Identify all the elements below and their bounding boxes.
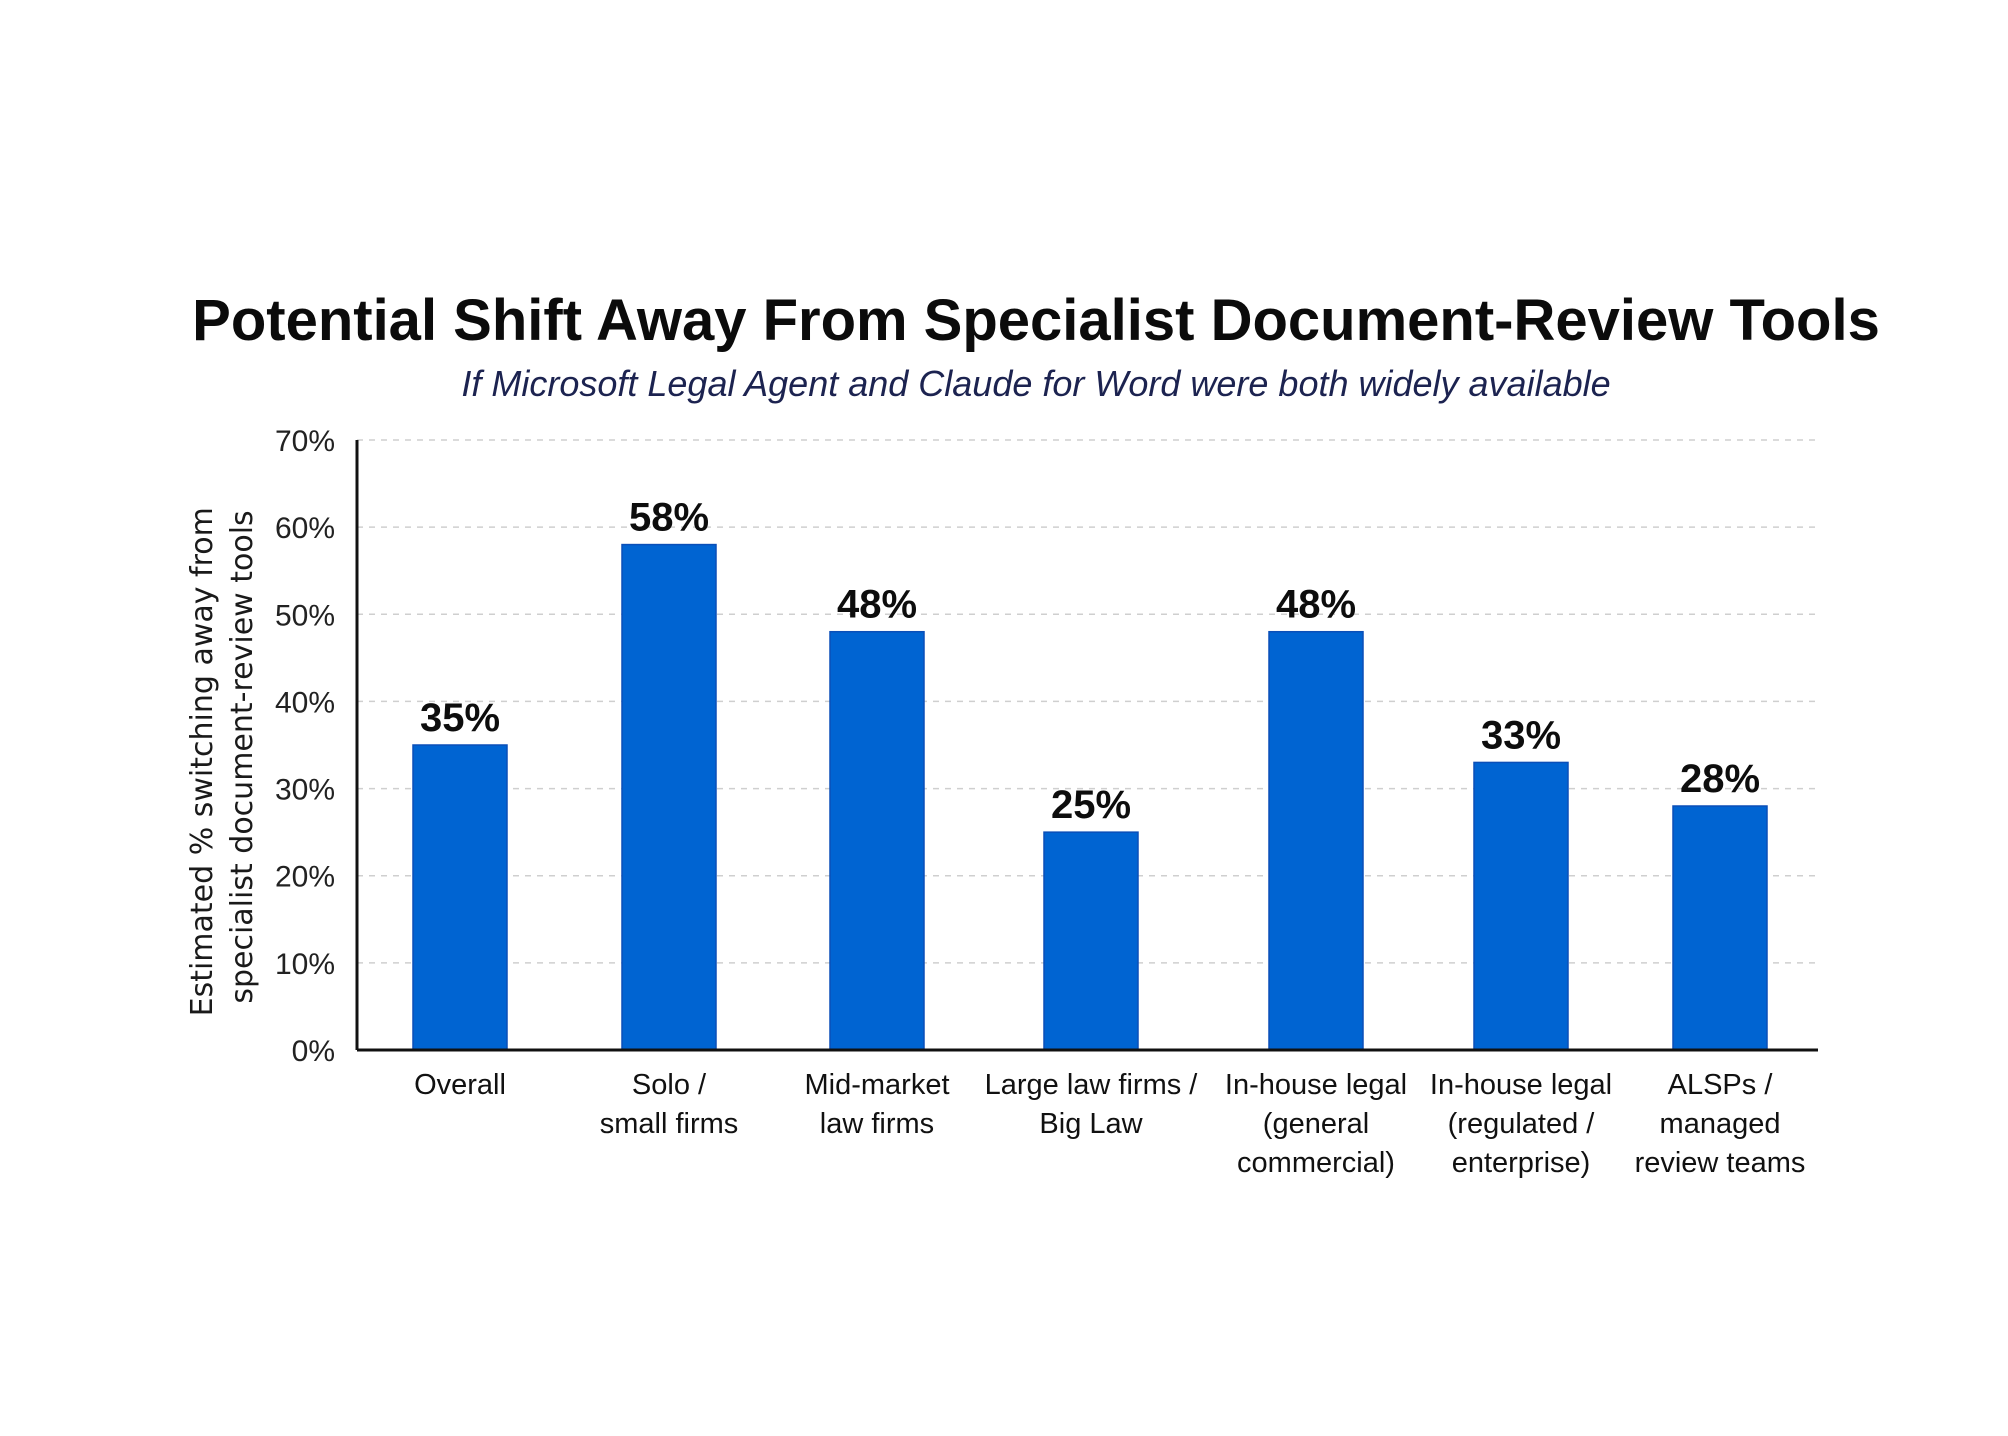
x-tick-label-line: small firms bbox=[600, 1108, 739, 1140]
x-tick-label: In-house legal (regulated / enterprise) bbox=[1430, 1069, 1612, 1179]
y-tick-label: 40% bbox=[275, 686, 335, 719]
x-tick-label-line: Solo / bbox=[632, 1069, 707, 1101]
x-tick-label: Overall bbox=[414, 1069, 506, 1101]
value-label: 48% bbox=[1276, 583, 1356, 627]
x-axis-ticks: Overall Solo / small firms Mid-market law fi… bbox=[414, 1069, 1805, 1179]
bars bbox=[412, 543, 1768, 1051]
y-tick-label: 20% bbox=[275, 861, 335, 894]
x-tick-label-line: ALSPs / bbox=[1668, 1069, 1774, 1101]
value-label: 25% bbox=[1051, 783, 1131, 827]
y-tick-label: 0% bbox=[292, 1035, 335, 1068]
svg-text:Estimated % switching away fro: Estimated % switching away from speciali… bbox=[185, 498, 260, 1017]
x-tick-label-line: law firms bbox=[820, 1108, 934, 1140]
x-tick-label-line: Large law firms / bbox=[985, 1069, 1199, 1101]
x-tick-label: Large law firms / Big Law bbox=[985, 1069, 1199, 1140]
value-label: 58% bbox=[629, 496, 709, 540]
x-tick-label: Mid-market law firms bbox=[804, 1069, 949, 1140]
value-label: 33% bbox=[1481, 713, 1561, 757]
x-tick-label-line: Big Law bbox=[1039, 1108, 1143, 1140]
x-tick-label-line: (regulated / bbox=[1448, 1108, 1596, 1140]
y-tick-label: 50% bbox=[275, 599, 335, 632]
bar bbox=[621, 543, 717, 1051]
y-axis-ticks: 0% 10% 20% 30% 40% 50% 60% 70% bbox=[275, 425, 335, 1068]
x-tick-label-line: (general bbox=[1263, 1108, 1369, 1140]
chart-title: Potential Shift Away From Specialist Doc… bbox=[192, 288, 1880, 353]
x-tick-label-line: enterprise) bbox=[1452, 1147, 1591, 1179]
x-tick-label: In-house legal (general commercial) bbox=[1225, 1069, 1407, 1179]
y-axis-label-line: specialist document-review tools bbox=[225, 510, 260, 1003]
bar bbox=[1268, 630, 1364, 1051]
bar bbox=[1473, 761, 1569, 1051]
x-tick-label-line: Overall bbox=[414, 1069, 506, 1101]
y-axis-label: Estimated % switching away from speciali… bbox=[185, 498, 260, 1017]
value-labels: 35% 58% 48% 25% 48% 33% 28% bbox=[420, 496, 1760, 828]
x-tick-label-line: review teams bbox=[1635, 1147, 1806, 1179]
y-tick-label: 30% bbox=[275, 774, 335, 807]
x-tick-label-line: commercial) bbox=[1237, 1147, 1395, 1179]
x-tick-label-line: In-house legal bbox=[1430, 1069, 1612, 1101]
y-tick-label: 10% bbox=[275, 948, 335, 981]
y-tick-label: 60% bbox=[275, 512, 335, 545]
bar bbox=[829, 630, 925, 1051]
bar bbox=[1672, 805, 1768, 1051]
x-tick-label: Solo / small firms bbox=[600, 1069, 739, 1140]
bar bbox=[1043, 831, 1139, 1051]
y-tick-label: 70% bbox=[275, 425, 335, 458]
x-tick-label-line: Mid-market bbox=[804, 1069, 949, 1101]
chart-subtitle: If Microsoft Legal Agent and Claude for … bbox=[461, 363, 1610, 404]
x-tick-label-line: In-house legal bbox=[1225, 1069, 1407, 1101]
value-label: 35% bbox=[420, 696, 500, 740]
bar bbox=[412, 744, 508, 1051]
value-label: 28% bbox=[1680, 757, 1760, 801]
value-label: 48% bbox=[837, 583, 917, 627]
y-axis-label-line: Estimated % switching away from bbox=[185, 507, 220, 1016]
gridlines bbox=[357, 439, 1818, 964]
x-tick-label: ALSPs / managed review teams bbox=[1635, 1069, 1806, 1179]
x-tick-label-line: managed bbox=[1660, 1108, 1781, 1140]
